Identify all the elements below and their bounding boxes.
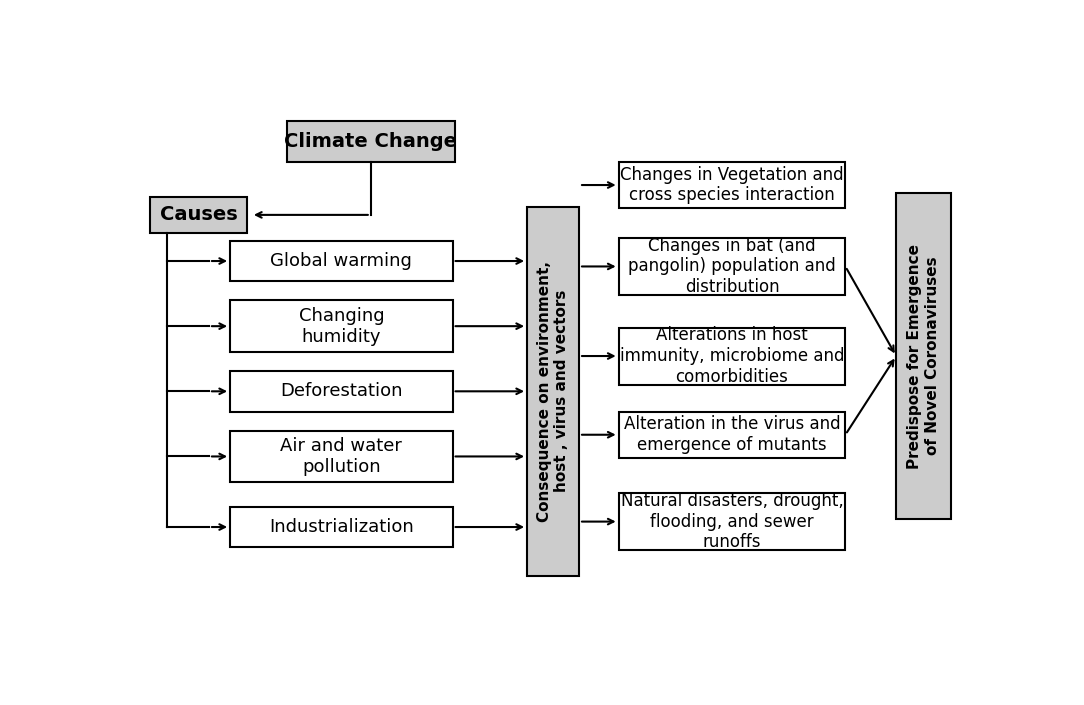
Text: Alteration in the virus and
emergence of mutants: Alteration in the virus and emergence of… [623,415,840,454]
Text: Predispose for Emergence
of Novel Coronaviruses: Predispose for Emergence of Novel Corona… [907,243,940,469]
FancyBboxPatch shape [619,162,846,208]
Text: Deforestation: Deforestation [280,382,402,400]
Text: Natural disasters, drought,
flooding, and sewer
runoffs: Natural disasters, drought, flooding, an… [621,492,843,551]
Text: Changing
humidity: Changing humidity [298,307,384,345]
Text: Climate Change: Climate Change [284,132,457,151]
FancyBboxPatch shape [619,493,846,550]
Text: Industrialization: Industrialization [269,518,414,536]
Text: Global warming: Global warming [270,252,412,270]
Text: Changes in bat (and
pangolin) population and
distribution: Changes in bat (and pangolin) population… [628,237,836,296]
FancyBboxPatch shape [896,193,951,519]
FancyBboxPatch shape [527,207,579,576]
Text: Changes in Vegetation and
cross species interaction: Changes in Vegetation and cross species … [620,166,843,204]
FancyBboxPatch shape [230,431,453,482]
Text: Consequence on environment,
host , virus and vectors: Consequence on environment, host , virus… [537,261,569,522]
Text: Alterations in host
immunity, microbiome and
comorbidities: Alterations in host immunity, microbiome… [620,326,844,386]
FancyBboxPatch shape [151,197,247,233]
FancyBboxPatch shape [230,507,453,547]
FancyBboxPatch shape [619,328,846,384]
FancyBboxPatch shape [230,240,453,281]
FancyBboxPatch shape [230,300,453,352]
FancyBboxPatch shape [230,371,453,412]
Text: Causes: Causes [159,205,237,224]
FancyBboxPatch shape [286,121,455,162]
FancyBboxPatch shape [619,238,846,295]
FancyBboxPatch shape [619,412,846,458]
Text: Air and water
pollution: Air and water pollution [281,437,402,476]
